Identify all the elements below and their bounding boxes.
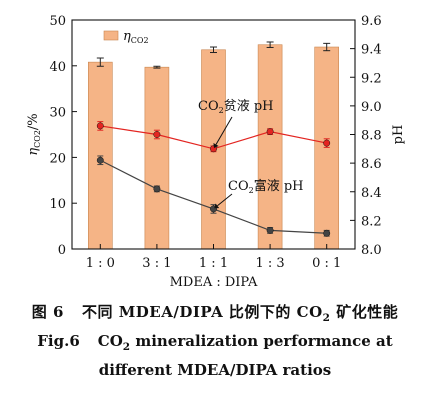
- bar-error-bar: [210, 46, 217, 54]
- left-axis-label: ηCO2/%: [26, 113, 42, 155]
- figure-caption-zh: 图 6 不同 MDEA/DIPA 比例下的 CO2 矿化性能: [0, 301, 430, 324]
- lean-ph-point: [323, 139, 331, 147]
- caption-zh-sub: 2: [322, 312, 331, 324]
- x-tick-label: 0 : 1: [312, 256, 341, 271]
- bar: [314, 46, 340, 250]
- right-tick-label: 8.6: [361, 157, 382, 172]
- lean-ph-point: [266, 128, 274, 136]
- caption-zh-post: 矿化性能: [330, 303, 399, 321]
- caption-zh-label: 图 6: [31, 303, 64, 321]
- left-tick-label: 10: [49, 197, 66, 212]
- combo-chart: 0 10 20 30 40 50 8.0 8.2 8.4 8.6 8.8 9.0 9.2 9.4 9.6 1 …: [26, 14, 406, 290]
- caption-en-pre: CO: [97, 332, 123, 350]
- right-tick-label: 9.0: [361, 100, 382, 115]
- right-axis-label: pH: [391, 125, 406, 145]
- rich-ph-annotation: CO2富液 pH: [228, 178, 304, 195]
- x-tick-label: 1 : 3: [256, 256, 285, 271]
- left-tick-label: 0: [58, 243, 66, 258]
- x-tick-label: 3 : 1: [142, 256, 171, 271]
- bar-error-bar: [323, 42, 331, 52]
- rich-ph-point: [153, 185, 161, 193]
- lean-ph-annotation: CO2贫液 pH: [198, 98, 274, 115]
- left-tick-label: 30: [49, 106, 66, 121]
- x-tick-label: 1 : 1: [199, 256, 228, 271]
- x-tick-label: 1 : 0: [86, 256, 115, 271]
- annotation-arrow-head: [213, 142, 219, 148]
- rich-ph-point: [266, 226, 274, 234]
- right-tick-label: 8.8: [361, 129, 382, 144]
- figure-caption-en-line2: different MDEA/DIPA ratios: [98, 361, 332, 379]
- bar-error-bar: [96, 57, 104, 67]
- lean-ph-point: [96, 122, 104, 130]
- legend-swatch: [103, 30, 119, 41]
- right-tick-label: 8.0: [361, 243, 382, 258]
- right-tick-label: 8.2: [361, 214, 382, 229]
- annotation-arrow-head: [214, 203, 220, 209]
- legend: ηCO2: [103, 29, 149, 45]
- rich-ph-point: [323, 229, 331, 237]
- annotation-arrow-line: [217, 193, 233, 207]
- bar-error-bar: [153, 65, 161, 69]
- right-tick-label: 8.4: [361, 186, 382, 201]
- annotation-arrow-line: [215, 116, 233, 145]
- caption-zh-pre: 不同 MDEA/DIPA 比例下的 CO: [81, 303, 323, 321]
- caption-en-post: mineralization performance at: [130, 332, 393, 350]
- left-tick-label: 20: [49, 151, 66, 166]
- legend-label: ηCO2: [123, 29, 149, 45]
- rich-ph-point: [96, 156, 104, 164]
- right-tick-label: 9.4: [361, 43, 382, 58]
- left-tick-label: 40: [49, 60, 66, 75]
- lean-ph-point: [153, 131, 161, 138]
- left-tick-label: 50: [49, 14, 66, 29]
- bar: [257, 44, 283, 250]
- bar-error-bar: [266, 41, 274, 48]
- caption-en-sub: 2: [122, 341, 131, 353]
- figure-caption-en-line1: Fig.6 CO2 mineralization performance at: [0, 332, 430, 353]
- caption-en-label: Fig.6: [37, 332, 80, 350]
- right-tick-label: 9.6: [361, 14, 382, 29]
- x-axis-label: MDEA : DIPA: [170, 275, 258, 290]
- bar: [144, 66, 170, 250]
- right-tick-label: 9.2: [361, 71, 382, 86]
